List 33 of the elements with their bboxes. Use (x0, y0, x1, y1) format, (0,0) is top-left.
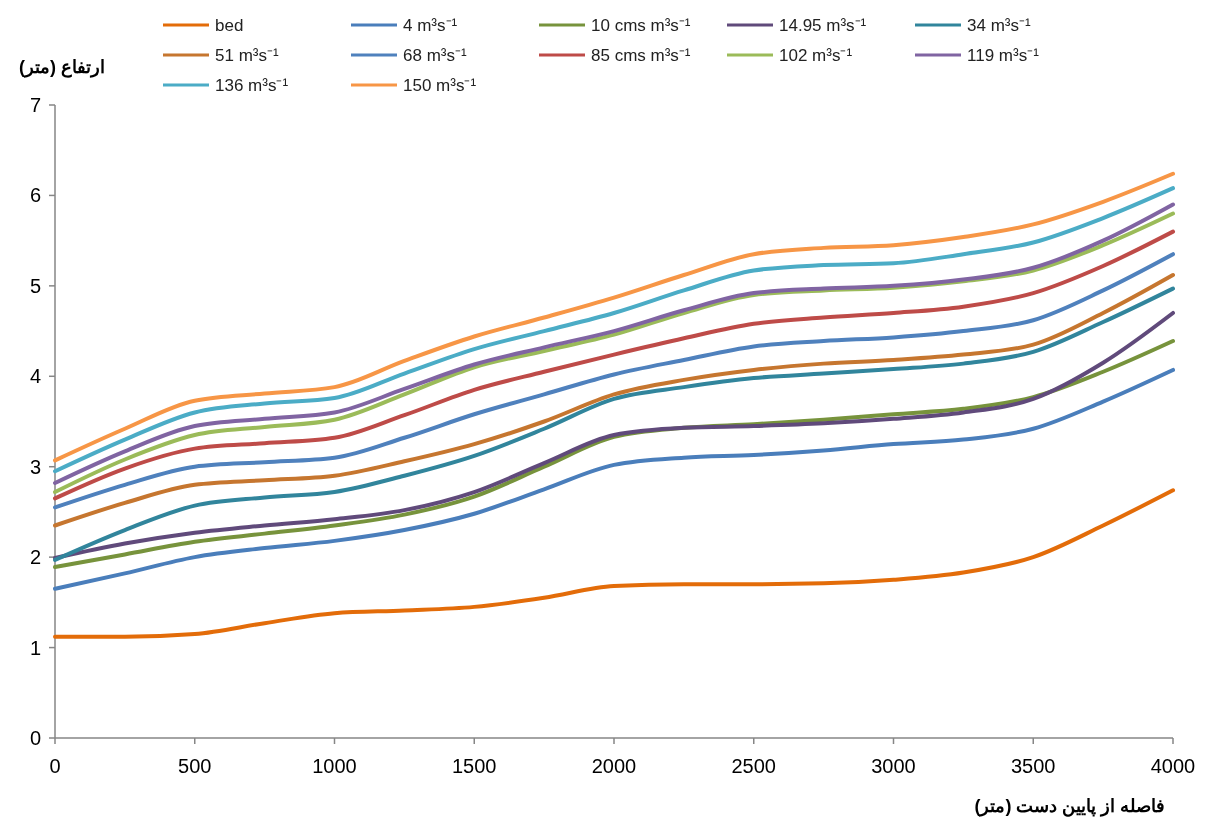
legend-label: 4 m³s⁻¹ (403, 15, 458, 35)
x-tick-label: 3000 (871, 755, 916, 777)
x-tick-label: 0 (49, 755, 61, 777)
y-tick-label: 1 (29, 636, 41, 659)
x-tick-label: 3500 (1011, 755, 1056, 777)
y-tick-label: 4 (29, 365, 41, 388)
y-axis-title: ارتفاع (متر) (19, 57, 105, 78)
legend-label: 34 m³s⁻¹ (967, 15, 1031, 35)
legend-label: 136 m³s⁻¹ (215, 75, 289, 95)
legend-label: bed (215, 15, 244, 35)
legend-label: 102 m³s⁻¹ (779, 45, 853, 65)
x-tick-label: 2500 (731, 755, 776, 777)
line-series (53, 488, 1175, 639)
x-tick-label: 1500 (452, 755, 497, 777)
x-axis-title: فاصله از پایین دست (متر) (974, 796, 1166, 817)
y-tick-label: 0 (29, 727, 41, 749)
legend-label: 150 m³s⁻¹ (403, 75, 477, 95)
y-tick-label: 5 (29, 274, 41, 297)
legend-label: 119 m³s⁻¹ (967, 45, 1040, 65)
line-series (53, 367, 1175, 591)
y-tick-label: 2 (29, 546, 41, 569)
legend-label: 51 m³s⁻¹ (215, 45, 279, 65)
legend-label: 10 cms m³s⁻¹ (591, 15, 691, 35)
x-tick-label: 500 (178, 755, 212, 777)
legend-label: 68 m³s⁻¹ (403, 45, 467, 65)
legend-label: 14.95 m³s⁻¹ (779, 15, 867, 35)
y-tick-label: 3 (29, 455, 41, 478)
x-tick-label: 4000 (1150, 755, 1196, 777)
legend-label: 85 cms m³s⁻¹ (591, 45, 691, 65)
y-tick-label: 6 (29, 184, 41, 207)
y-tick-label: 7 (29, 94, 41, 116)
x-tick-label: 2000 (591, 755, 637, 777)
x-tick-label: 1000 (312, 755, 357, 777)
